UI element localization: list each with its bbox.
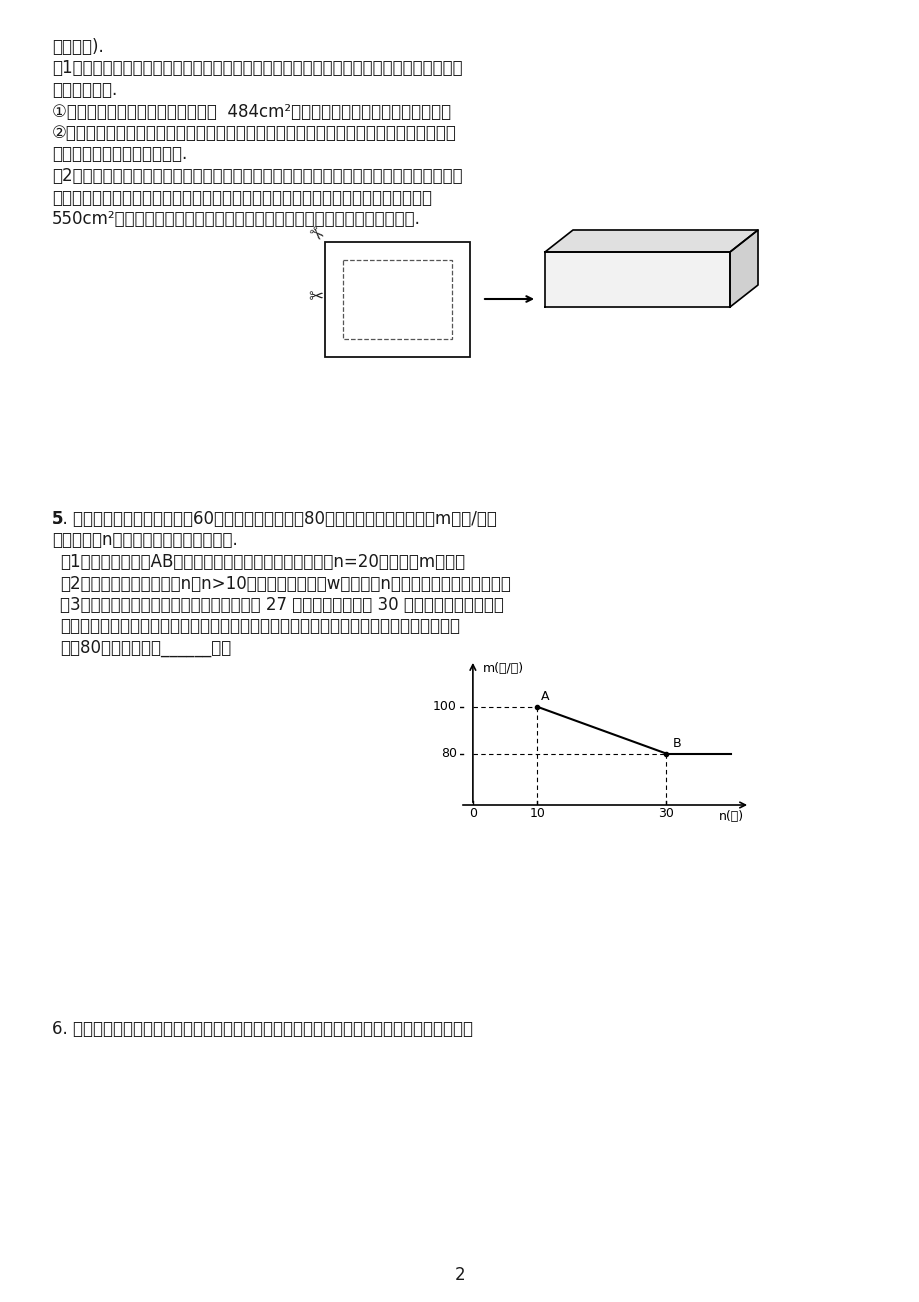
Text: （2）写出该店当一次销售n（n>10）个时，所获利润w（元）与n（个）之间的函数关系式：: （2）写出该店当一次销售n（n>10）个时，所获利润w（元）与n（个）之间的函数… bbox=[60, 574, 510, 592]
Polygon shape bbox=[544, 230, 757, 253]
Polygon shape bbox=[729, 230, 757, 307]
Text: ✂: ✂ bbox=[303, 223, 326, 246]
Text: B: B bbox=[672, 737, 681, 750]
Text: ②折成的长方形盒子的侧面积是否有最大値？如果有，求出这个最大値和此时剪掉的正方形: ②折成的长方形盒子的侧面积是否有最大値？如果有，求出这个最大値和此时剪掉的正方形 bbox=[52, 124, 457, 142]
Text: 学知识解释这一现象吗？为了不出现这种现象，在其他条件不变的情况下，店长应把最低价: 学知识解释这一现象吗？为了不出现这种现象，在其他条件不变的情况下，店长应把最低价 bbox=[60, 617, 460, 635]
Text: n(个): n(个) bbox=[718, 810, 743, 823]
Text: 80: 80 bbox=[440, 747, 456, 760]
Text: ①要使折成的长方形盒子的底面积为 484cm²，那么剪掉的正方形的边长为多少？: ①要使折成的长方形盒子的底面积为 484cm²，那么剪掉的正方形的边长为多少？ bbox=[52, 103, 450, 121]
Text: 100: 100 bbox=[433, 700, 456, 713]
Text: 2: 2 bbox=[454, 1266, 465, 1284]
Text: m(元/个): m(元/个) bbox=[482, 663, 523, 676]
Text: （2）若在正方形硬纸板的四周剪掉一些矩形（即剪掉的矩形至少有一条边在正方形硬纸板的: （2）若在正方形硬纸板的四周剪掉一些矩形（即剪掉的矩形至少有一条边在正方形硬纸板… bbox=[52, 167, 462, 185]
Text: 与销售数量n（个）之间的函数关系如图.: 与销售数量n（个）之间的函数关系如图. bbox=[52, 531, 237, 549]
Text: （1）试求表示线段AB的函数的解析式，并求出当销售数量n=20时的单价m的値；: （1）试求表示线段AB的函数的解析式，并求出当销售数量n=20时的单价m的値； bbox=[60, 553, 465, 572]
Text: 边上），将剩余部分折成一个有盖的长方形盒子，若折成的一个长方形盒子的表面积为: 边上），将剩余部分折成一个有盖的长方形盒子，若折成的一个长方形盒子的表面积为 bbox=[52, 189, 432, 207]
Text: 6. 我市雷雷服饰有限公司生产了一款夏季服装，通过实体商店和网上商店两种途径进行销售，: 6. 我市雷雷服饰有限公司生产了一款夏季服装，通过实体商店和网上商店两种途径进行… bbox=[52, 1019, 472, 1038]
Text: 5: 5 bbox=[52, 510, 63, 529]
Text: ✂: ✂ bbox=[308, 288, 323, 306]
Text: 的长方形盒子.: 的长方形盒子. bbox=[52, 81, 117, 99]
Text: 0: 0 bbox=[469, 807, 476, 820]
Text: 30: 30 bbox=[658, 807, 674, 820]
Text: A: A bbox=[540, 690, 549, 703]
Text: 每个80元至少提高到______元？: 每个80元至少提高到______元？ bbox=[60, 639, 231, 658]
Bar bbox=[343, 260, 451, 339]
Text: 10: 10 bbox=[528, 807, 545, 820]
Text: 5. 某商店经销某玩具每个进价60元，每个玩具不低于80元出售，玩具的销售单价m（元/个）: 5. 某商店经销某玩具每个进价60元，每个玩具不低于80元出售，玩具的销售单价m… bbox=[52, 510, 496, 529]
Text: 的边长；如果没有，说明理由.: 的边长；如果没有，说明理由. bbox=[52, 146, 187, 164]
Bar bbox=[324, 242, 470, 357]
Text: （3）店长小明经过一段时间的销售发现：卖 27 个赚的錢反而比卖 30 个赚的錢多，你能用数: （3）店长小明经过一段时间的销售发现：卖 27 个赚的錢反而比卖 30 个赚的錢… bbox=[60, 596, 504, 615]
Polygon shape bbox=[544, 253, 729, 307]
Text: （1）如图，若在正方形硬纸板的四角各剪一个同样大小的正方形，将剩余部分折成一个无盖: （1）如图，若在正方形硬纸板的四角各剪一个同样大小的正方形，将剩余部分折成一个无… bbox=[52, 60, 462, 78]
Text: 550cm²，求此时长方形盒子的长、宽、高（只需求出符合要求的一种情况）.: 550cm²，求此时长方形盒子的长、宽、高（只需求出符合要求的一种情况）. bbox=[52, 210, 420, 228]
Text: 忽略不计).: 忽略不计). bbox=[52, 38, 104, 56]
